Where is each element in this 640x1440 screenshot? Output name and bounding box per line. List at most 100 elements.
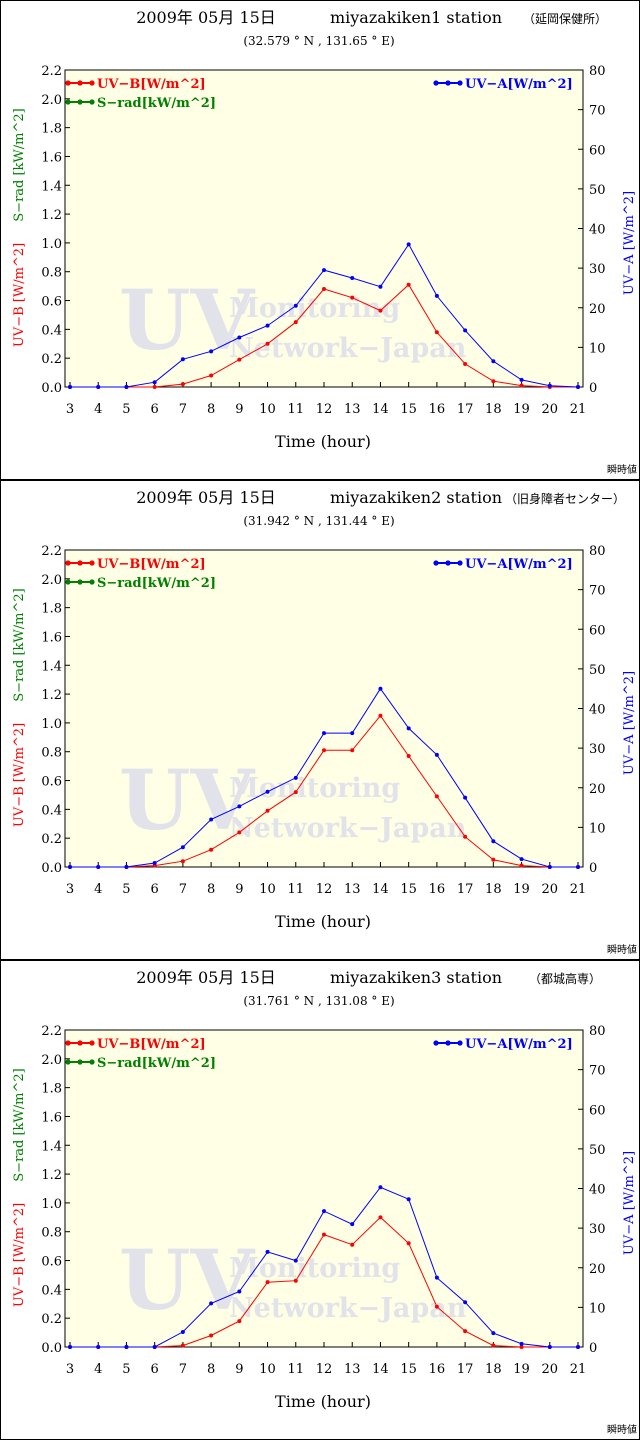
uva-point: [350, 276, 355, 281]
chart-svg-3: 2009年 05月 15日 miyazakiken3 station （都城高専） (…: [12, 968, 637, 1436]
legend-srad-marker: [89, 99, 95, 105]
uva-point: [463, 795, 468, 800]
legend-uva-marker: [433, 560, 439, 566]
left-tick-label: 2.0: [41, 1053, 62, 1068]
uva-point: [293, 1258, 298, 1263]
legend-uva-marker: [445, 1040, 451, 1046]
uva-point: [322, 1209, 326, 1214]
left-tick-label: 0.6: [41, 295, 62, 310]
legend-uvb-label: UV−B[W/m^2]: [97, 1037, 206, 1052]
x-tick-label: 4: [94, 1362, 102, 1377]
uva-point: [434, 293, 439, 298]
x-tick-label: 15: [400, 402, 417, 417]
uva-point: [463, 328, 468, 333]
uvb-point: [152, 385, 157, 389]
legend-srad-label: S−rad[kW/m^2]: [97, 576, 216, 591]
x-tick-label: 10: [259, 882, 276, 897]
x-tick-label: 11: [288, 402, 305, 417]
left-tick-label: 0.4: [41, 803, 62, 818]
right-tick-label: 20: [589, 1262, 606, 1277]
chart-panel-1: 2009年 05月 15日 miyazakiken1 station （延岡保健所）…: [0, 0, 640, 480]
uva-point: [237, 804, 242, 809]
left-axis-label-uvb: UV−B [W/m^2]: [12, 723, 27, 827]
uvb-point: [180, 859, 185, 864]
left-tick-label: 0.6: [41, 775, 62, 790]
x-tick-label: 10: [259, 1362, 276, 1377]
uvb-point: [350, 1242, 355, 1247]
uva-point: [519, 377, 524, 382]
station-coordinates: (31.942 ° N , 131.44 ° E): [243, 514, 394, 528]
x-tick-label: 7: [179, 1362, 187, 1377]
left-tick-label: 1.6: [41, 630, 62, 645]
uva-point: [237, 1289, 242, 1294]
uvb-point: [265, 1280, 270, 1285]
x-tick-label: 16: [429, 882, 446, 897]
x-tick-label: 18: [485, 402, 502, 417]
uvb-point: [378, 1215, 383, 1220]
right-tick-label: 80: [589, 544, 606, 559]
watermark-uv: UV: [119, 753, 256, 849]
x-tick-label: 20: [542, 402, 559, 417]
left-tick-label: 0.8: [41, 266, 62, 281]
uva-point: [378, 1185, 383, 1190]
x-tick-label: 4: [94, 402, 102, 417]
left-tick-label: 0.2: [41, 352, 62, 367]
legend-uva-marker: [445, 80, 451, 86]
x-axis-label: Time (hour): [275, 912, 371, 931]
legend-uvb-label: UV−B[W/m^2]: [97, 77, 206, 92]
watermark-uv: UV: [119, 1233, 256, 1329]
uva-point: [378, 686, 383, 691]
x-tick-label: 7: [179, 402, 187, 417]
uvb-point: [491, 857, 496, 862]
x-tick-label: 13: [344, 882, 361, 897]
x-tick-label: 20: [542, 882, 559, 897]
left-tick-label: 2.0: [41, 573, 62, 588]
x-tick-label: 6: [151, 402, 159, 417]
x-tick-label: 17: [457, 402, 474, 417]
uva-point: [434, 1275, 439, 1280]
uva-point: [209, 1301, 214, 1306]
uva-point: [350, 1222, 355, 1227]
uvb-point: [237, 830, 242, 835]
station-location: （延岡保健所）: [523, 12, 607, 26]
uvb-point: [378, 308, 383, 313]
uvb-point: [265, 341, 270, 346]
x-tick-label: 20: [542, 1362, 559, 1377]
left-tick-label: 2.2: [41, 544, 62, 559]
uvb-point: [491, 379, 496, 384]
plot-area: [64, 1029, 584, 1348]
watermark-line-2: Network−Japan: [229, 1293, 467, 1324]
left-axis-label-srad: S−rad [kW/m^2]: [12, 1068, 27, 1181]
legend-srad-marker: [77, 1059, 83, 1065]
legend-srad-marker: [77, 99, 83, 105]
legend-uva-marker: [433, 80, 439, 86]
left-tick-label: 1.4: [41, 179, 62, 194]
uvb-point: [293, 790, 298, 795]
right-tick-label: 70: [589, 584, 606, 599]
legend-srad-marker: [89, 1059, 95, 1065]
uvb-point: [434, 330, 439, 335]
x-tick-label: 19: [513, 402, 530, 417]
left-tick-label: 0.8: [41, 1226, 62, 1241]
legend-srad-marker: [65, 99, 71, 105]
right-tick-label: 20: [589, 782, 606, 797]
uva-point: [96, 1345, 101, 1349]
chart-date: 2009年 05月 15日: [136, 968, 276, 987]
right-tick-label: 0: [589, 1341, 597, 1356]
legend-uva-marker: [433, 1040, 439, 1046]
watermark-line-1: Monitoring: [229, 1253, 400, 1284]
x-tick-label: 15: [400, 1362, 417, 1377]
uvb-point: [406, 1241, 411, 1246]
uvb-point: [463, 361, 468, 366]
right-tick-label: 80: [589, 64, 606, 79]
uvb-point: [265, 808, 270, 813]
x-tick-label: 8: [207, 1362, 215, 1377]
uvb-point: [519, 863, 524, 868]
left-axis-label-uvb: UV−B [W/m^2]: [12, 1203, 27, 1307]
uvb-point: [463, 834, 468, 839]
left-tick-label: 1.4: [41, 659, 62, 674]
uva-point: [180, 357, 185, 362]
left-axis-label-srad: S−rad [kW/m^2]: [12, 588, 27, 701]
watermark-line-1: Monitoring: [229, 773, 400, 804]
right-tick-label: 20: [589, 302, 606, 317]
